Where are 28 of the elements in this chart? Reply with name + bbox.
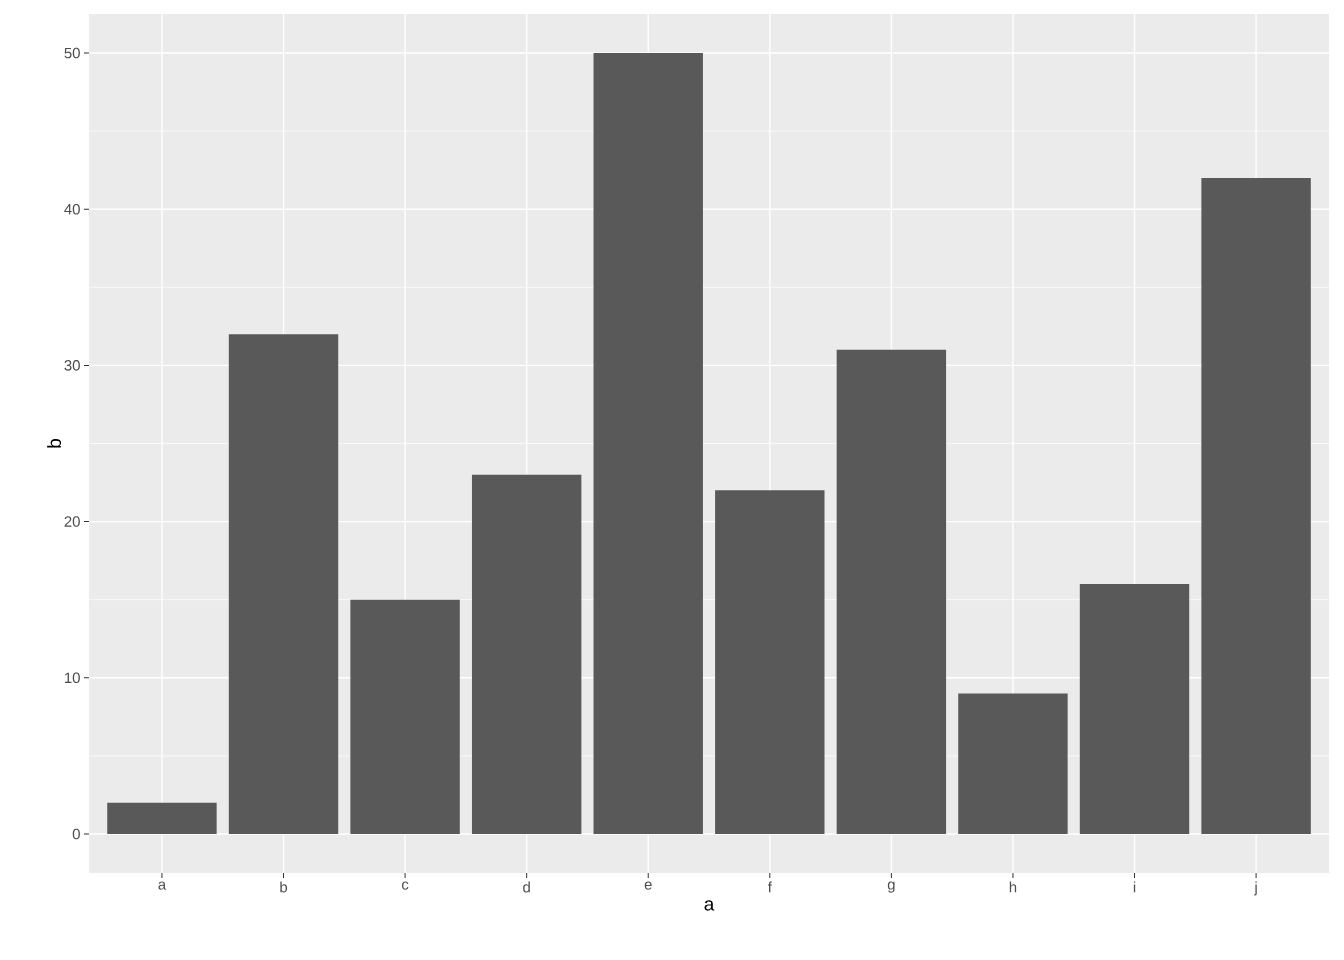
y-tick-label: 20 xyxy=(64,516,80,527)
bar xyxy=(715,490,825,834)
x-tick-label: b xyxy=(280,881,288,893)
bar xyxy=(471,474,582,834)
bar xyxy=(350,599,460,834)
bar xyxy=(1201,177,1311,834)
x-tick-label: e xyxy=(644,881,652,890)
x-tick-label: c xyxy=(402,881,409,890)
x-tick-label: g xyxy=(887,881,895,893)
bar xyxy=(958,693,1068,834)
y-tick-label: 10 xyxy=(65,672,80,684)
x-tick-label: f xyxy=(767,881,772,893)
x-tick-label: j xyxy=(1254,881,1257,896)
bar xyxy=(228,334,339,834)
y-tick-label: 50 xyxy=(64,47,80,59)
x-axis-title: a xyxy=(704,900,715,911)
bar xyxy=(1079,584,1190,834)
y-tick-label: 0 xyxy=(72,828,80,840)
x-tick-label: d xyxy=(523,881,530,893)
y-axis-title: b xyxy=(47,439,62,448)
bar xyxy=(107,802,217,834)
y-tick-label: 30 xyxy=(64,360,80,371)
x-tick-label: a xyxy=(158,881,167,890)
bar xyxy=(836,349,947,834)
y-tick-label: 40 xyxy=(64,203,80,215)
x-tick-label: h xyxy=(1009,881,1017,893)
bar xyxy=(593,53,703,834)
x-tick-label: i xyxy=(1133,881,1136,893)
